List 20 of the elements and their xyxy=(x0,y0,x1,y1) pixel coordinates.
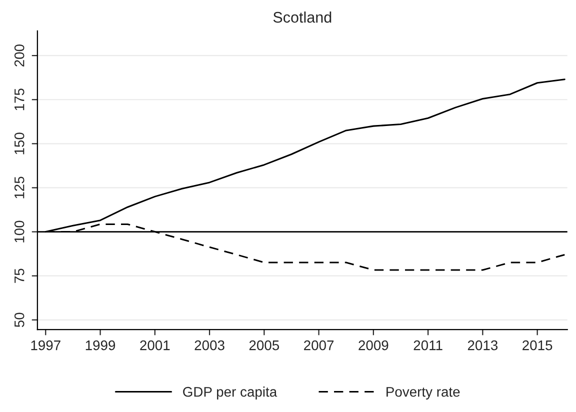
y-tick-label: 100 xyxy=(14,220,24,242)
x-tick-label: 2003 xyxy=(194,340,224,350)
y-tick-label: 150 xyxy=(14,132,24,154)
y-tick-label: 200 xyxy=(14,44,24,66)
x-tick-label: 2009 xyxy=(358,340,388,350)
x-tick-label: 2013 xyxy=(468,340,498,350)
x-tick-label: 1997 xyxy=(31,340,60,350)
chart-title: Scotland xyxy=(273,11,332,23)
y-tick-label: 50 xyxy=(14,312,24,328)
y-tick-label: 75 xyxy=(14,268,24,283)
y-tick-label: 175 xyxy=(14,88,24,110)
x-tick-label: 2007 xyxy=(304,340,334,350)
x-tick-label: 2005 xyxy=(249,340,280,350)
legend-label: Poverty rate xyxy=(386,387,460,400)
y-tick-label: 125 xyxy=(14,176,24,198)
x-tick-label: 2001 xyxy=(140,340,170,350)
x-tick-label: 1999 xyxy=(86,340,116,350)
x-tick-label: 2011 xyxy=(414,340,442,350)
legend-label: GDP per capita xyxy=(183,386,278,400)
x-tick-label: 2015 xyxy=(522,340,552,350)
